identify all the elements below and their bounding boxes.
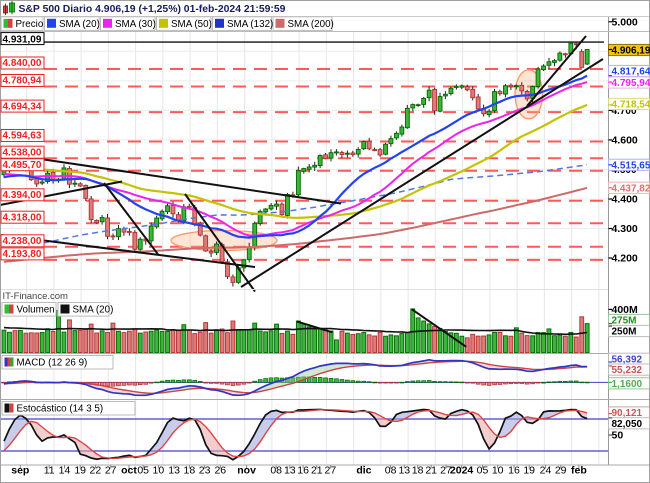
svg-text:4.300: 4.300 (612, 223, 638, 235)
svg-text:55,232: 55,232 (612, 365, 643, 376)
svg-text:19: 19 (523, 465, 535, 477)
svg-text:4.200: 4.200 (612, 253, 638, 265)
svg-text:4.437,82: 4.437,82 (612, 183, 650, 194)
svg-text:18: 18 (412, 465, 424, 477)
svg-text:14: 14 (59, 465, 71, 477)
svg-text:08: 08 (270, 465, 282, 477)
svg-text:29: 29 (555, 465, 567, 477)
svg-text:4.780,94: 4.780,94 (3, 76, 42, 87)
svg-text:4.694,34: 4.694,34 (3, 101, 42, 112)
svg-text:Estocástico (14 3 5): Estocástico (14 3 5) (17, 404, 104, 415)
svg-text:82,050: 82,050 (612, 419, 643, 430)
svg-text:13: 13 (168, 465, 180, 477)
svg-text:4.193,80: 4.193,80 (3, 249, 42, 260)
svg-text:275M: 275M (612, 316, 637, 327)
svg-text:90,121: 90,121 (612, 408, 643, 419)
svg-text:400M: 400M (612, 304, 639, 316)
svg-text:4.538,00: 4.538,00 (3, 147, 42, 158)
svg-text:05: 05 (477, 465, 489, 477)
svg-text:oct: oct (121, 465, 137, 477)
svg-text:4.700: 4.700 (612, 106, 637, 117)
svg-text:sep: sep (11, 465, 29, 477)
svg-text:4.594,63: 4.594,63 (3, 131, 42, 142)
svg-text:Precio: Precio (16, 19, 44, 30)
svg-text:05: 05 (137, 465, 149, 477)
svg-text:dic: dic (356, 465, 371, 477)
svg-text:SMA (20): SMA (20) (59, 19, 100, 30)
svg-text:4.906,19: 4.906,19 (612, 46, 650, 57)
svg-text:24: 24 (540, 465, 552, 477)
svg-text:IT-Finance.com: IT-Finance.com (3, 291, 69, 302)
svg-text:250M: 250M (612, 327, 637, 338)
svg-text:4.795,94: 4.795,94 (612, 78, 650, 89)
svg-text:4.515,65: 4.515,65 (612, 160, 650, 171)
svg-text:4.718,54: 4.718,54 (612, 100, 650, 111)
svg-text:SMA (200): SMA (200) (288, 19, 334, 30)
svg-text:56,392: 56,392 (612, 354, 643, 365)
svg-text:27: 27 (440, 465, 452, 477)
svg-text:26: 26 (214, 465, 226, 477)
svg-text:5.000: 5.000 (612, 16, 638, 28)
svg-text:4.238,00: 4.238,00 (3, 236, 42, 247)
svg-text:S&P 500 Diario 4.906,19 (+1,25: S&P 500 Diario 4.906,19 (+1,25%) 01-feb-… (19, 4, 286, 15)
svg-text:21: 21 (425, 465, 437, 477)
svg-text:4.400: 4.400 (612, 194, 638, 206)
svg-text:23: 23 (199, 465, 211, 477)
svg-text:SMA (30): SMA (30) (115, 19, 156, 30)
svg-text:feb: feb (571, 465, 587, 477)
svg-text:50: 50 (612, 430, 624, 442)
svg-text:4.394,00: 4.394,00 (3, 190, 42, 201)
svg-text:27: 27 (105, 465, 117, 477)
svg-text:13: 13 (398, 465, 410, 477)
svg-text:27: 27 (325, 465, 337, 477)
svg-text:SMA (50): SMA (50) (171, 19, 212, 30)
svg-text:10: 10 (492, 465, 504, 477)
svg-text:nov: nov (237, 465, 256, 477)
svg-text:16: 16 (508, 465, 520, 477)
svg-text:4.600: 4.600 (612, 135, 638, 147)
svg-text:08: 08 (385, 465, 397, 477)
svg-text:4.817,64: 4.817,64 (612, 67, 650, 78)
svg-text:13: 13 (284, 465, 296, 477)
svg-text:4.495,70: 4.495,70 (3, 160, 42, 171)
svg-text:11: 11 (44, 465, 55, 477)
svg-text:Volumen: Volumen (17, 305, 55, 316)
svg-text:19: 19 (74, 465, 86, 477)
svg-text:18: 18 (184, 465, 196, 477)
svg-text:4.318,00: 4.318,00 (3, 212, 42, 223)
svg-text:2024: 2024 (450, 465, 474, 477)
svg-text:1,1600: 1,1600 (612, 379, 643, 390)
svg-text:SMA (20): SMA (20) (73, 305, 114, 316)
svg-text:22: 22 (90, 465, 102, 477)
svg-text:21: 21 (311, 465, 323, 477)
svg-text:SMA (132): SMA (132) (227, 19, 273, 30)
svg-text:4.931,09: 4.931,09 (3, 35, 42, 46)
svg-text:MACD (12 26 9): MACD (12 26 9) (17, 358, 88, 369)
svg-text:10: 10 (153, 465, 165, 477)
svg-text:4.840,00: 4.840,00 (3, 58, 42, 69)
svg-text:16: 16 (297, 465, 309, 477)
